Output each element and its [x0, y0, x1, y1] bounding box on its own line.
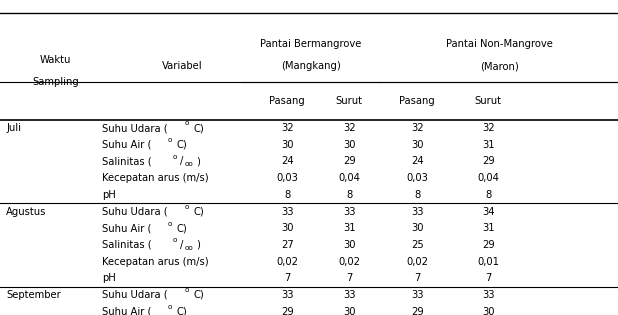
Text: 0,03: 0,03 — [406, 173, 428, 183]
Text: o: o — [167, 137, 172, 143]
Text: 8: 8 — [485, 190, 491, 200]
Text: 7: 7 — [414, 273, 420, 283]
Text: Suhu Udara (: Suhu Udara ( — [102, 207, 167, 216]
Text: 30: 30 — [281, 223, 294, 233]
Text: Kecepatan arus (m/s): Kecepatan arus (m/s) — [102, 257, 209, 266]
Text: 29: 29 — [411, 307, 423, 315]
Text: 32: 32 — [411, 123, 423, 133]
Text: 33: 33 — [281, 290, 294, 300]
Text: 32: 32 — [281, 123, 294, 133]
Text: Sampling: Sampling — [32, 77, 79, 87]
Text: oo: oo — [184, 245, 193, 251]
Text: 30: 30 — [343, 240, 355, 250]
Text: 31: 31 — [482, 223, 494, 233]
Text: Suhu Air (: Suhu Air ( — [102, 307, 151, 315]
Text: o: o — [184, 120, 188, 126]
Text: oo: oo — [184, 162, 193, 168]
Text: 8: 8 — [414, 190, 420, 200]
Text: 24: 24 — [411, 157, 423, 166]
Text: pH: pH — [102, 273, 116, 283]
Text: 25: 25 — [411, 240, 423, 250]
Text: 33: 33 — [482, 290, 494, 300]
Text: (Mangkang): (Mangkang) — [281, 61, 341, 71]
Text: Suhu Udara (: Suhu Udara ( — [102, 290, 167, 300]
Text: 30: 30 — [411, 223, 423, 233]
Text: 8: 8 — [284, 190, 290, 200]
Text: 29: 29 — [281, 307, 294, 315]
Text: 7: 7 — [485, 273, 491, 283]
Text: Surut: Surut — [336, 96, 363, 106]
Text: 30: 30 — [482, 307, 494, 315]
Text: C): C) — [193, 207, 204, 216]
Text: (Maron): (Maron) — [480, 61, 519, 71]
Text: 7: 7 — [284, 273, 290, 283]
Text: 33: 33 — [343, 207, 355, 216]
Text: 29: 29 — [482, 157, 494, 166]
Text: 0,03: 0,03 — [276, 173, 298, 183]
Text: Pantai Bermangrove: Pantai Bermangrove — [260, 39, 362, 49]
Text: Salinitas (: Salinitas ( — [102, 157, 151, 166]
Text: pH: pH — [102, 190, 116, 200]
Text: Pasang: Pasang — [399, 96, 435, 106]
Text: ): ) — [196, 157, 200, 166]
Text: o: o — [172, 237, 177, 243]
Text: C): C) — [193, 290, 204, 300]
Text: 30: 30 — [281, 140, 294, 150]
Text: Suhu Air (: Suhu Air ( — [102, 223, 151, 233]
Text: o: o — [172, 154, 177, 160]
Text: 0,04: 0,04 — [338, 173, 360, 183]
Text: 0,01: 0,01 — [477, 257, 499, 266]
Text: 29: 29 — [482, 240, 494, 250]
Text: 30: 30 — [343, 140, 355, 150]
Text: 30: 30 — [411, 140, 423, 150]
Text: Suhu Udara (: Suhu Udara ( — [102, 123, 167, 133]
Text: Pasang: Pasang — [269, 96, 305, 106]
Text: /: / — [180, 157, 184, 166]
Text: o: o — [167, 220, 172, 226]
Text: /: / — [180, 240, 184, 250]
Text: C): C) — [177, 223, 187, 233]
Text: 34: 34 — [482, 207, 494, 216]
Text: C): C) — [193, 123, 204, 133]
Text: 24: 24 — [281, 157, 294, 166]
Text: 31: 31 — [482, 140, 494, 150]
Text: 32: 32 — [343, 123, 355, 133]
Text: Variabel: Variabel — [162, 61, 203, 71]
Text: o: o — [184, 287, 188, 293]
Text: Suhu Air (: Suhu Air ( — [102, 140, 151, 150]
Text: 29: 29 — [343, 157, 355, 166]
Text: Waktu: Waktu — [40, 55, 71, 65]
Text: 7: 7 — [346, 273, 352, 283]
Text: 0,02: 0,02 — [338, 257, 360, 266]
Text: 30: 30 — [343, 307, 355, 315]
Text: 31: 31 — [343, 223, 355, 233]
Text: 32: 32 — [482, 123, 494, 133]
Text: 0,02: 0,02 — [276, 257, 298, 266]
Text: 33: 33 — [411, 207, 423, 216]
Text: 27: 27 — [281, 240, 294, 250]
Text: Surut: Surut — [475, 96, 502, 106]
Text: o: o — [184, 204, 188, 210]
Text: Agustus: Agustus — [6, 207, 46, 216]
Text: 8: 8 — [346, 190, 352, 200]
Text: Juli: Juli — [6, 123, 21, 133]
Text: Salinitas (: Salinitas ( — [102, 240, 151, 250]
Text: 33: 33 — [411, 290, 423, 300]
Text: 33: 33 — [343, 290, 355, 300]
Text: Kecepatan arus (m/s): Kecepatan arus (m/s) — [102, 173, 209, 183]
Text: C): C) — [177, 140, 187, 150]
Text: C): C) — [177, 307, 187, 315]
Text: ): ) — [196, 240, 200, 250]
Text: 0,02: 0,02 — [406, 257, 428, 266]
Text: Pantai Non-Mangrove: Pantai Non-Mangrove — [446, 39, 552, 49]
Text: 0,04: 0,04 — [477, 173, 499, 183]
Text: 33: 33 — [281, 207, 294, 216]
Text: o: o — [167, 304, 172, 310]
Text: September: September — [6, 290, 61, 300]
